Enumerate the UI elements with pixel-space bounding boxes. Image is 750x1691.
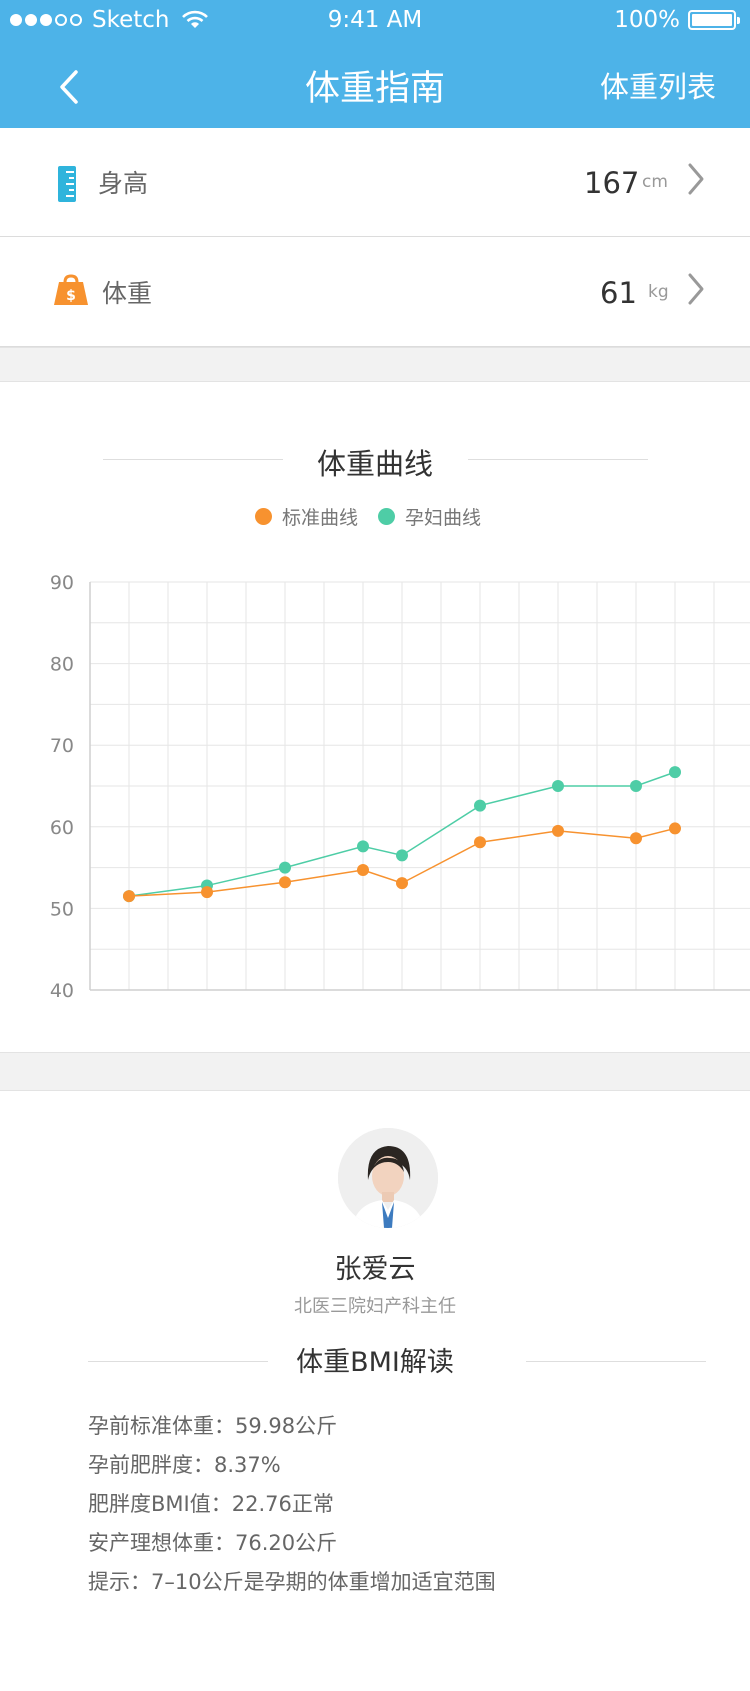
legend-dot-icon	[255, 508, 272, 525]
weight-value: 61	[600, 276, 637, 310]
ruler-icon	[58, 166, 76, 202]
legend-item-pregnant: 孕妇曲线	[378, 503, 481, 530]
data-point	[552, 824, 564, 837]
wifi-icon	[181, 10, 208, 28]
data-point	[201, 886, 213, 899]
signal-icon	[10, 14, 82, 26]
status-bar: Sketch 9:41 AM 100%	[0, 0, 750, 40]
chevron-right-icon	[688, 273, 704, 305]
data-point	[357, 840, 369, 853]
data-point	[279, 861, 291, 874]
height-label: 身高	[98, 169, 149, 198]
data-point	[357, 864, 369, 877]
bmi-list: 孕前标准体重：59.98公斤 孕前肥胖度：8.37% 肥胖度BMI值：22.76…	[88, 1407, 496, 1602]
bmi-line: 提示：7–10公斤是孕期的体重增加适宜范围	[88, 1570, 496, 1594]
bmi-line: 孕前标准体重：59.98公斤	[88, 1414, 338, 1438]
weight-unit: kg	[648, 282, 669, 302]
data-point	[396, 877, 408, 890]
chart-title: 体重曲线	[316, 447, 433, 481]
y-tick-label: 60	[50, 817, 74, 839]
chevron-right-icon	[688, 163, 704, 195]
y-tick-label: 40	[50, 980, 74, 1000]
battery-percent: 100%	[614, 7, 680, 33]
section-divider	[0, 1052, 750, 1091]
status-right: 100%	[614, 7, 740, 33]
data-point	[552, 780, 564, 792]
legend-item-standard: 标准曲线	[255, 503, 358, 530]
battery-icon	[688, 10, 740, 30]
title-rule-left	[88, 1361, 268, 1362]
section-divider	[0, 347, 750, 382]
bmi-title: 体重BMI解读	[296, 1347, 454, 1378]
data-point	[630, 832, 642, 845]
status-time: 9:41 AM	[327, 7, 423, 33]
chevron-left-icon	[60, 70, 78, 104]
svg-text:$: $	[66, 288, 76, 304]
title-rule-right	[526, 1361, 706, 1362]
doctor-avatar[interactable]	[338, 1128, 438, 1228]
legend-label-standard: 标准曲线	[282, 507, 359, 529]
legend-dot-icon	[378, 508, 396, 525]
y-tick-label: 80	[50, 654, 74, 676]
data-point	[669, 822, 681, 835]
height-row[interactable]: 身高 167 cm	[0, 128, 750, 237]
title-rule-right	[468, 459, 648, 460]
doctor-title: 北医三院妇产科主任	[294, 1296, 456, 1317]
weight-chart: 90 80 70 60 50 40	[50, 572, 750, 1000]
y-tick-label: 90	[50, 572, 74, 594]
bmi-line: 肥胖度BMI值：22.76正常	[88, 1492, 334, 1516]
title-rule-left	[103, 459, 283, 460]
doctor-name: 张爱云	[334, 1254, 416, 1285]
page-title: 体重指南	[304, 69, 445, 109]
data-point	[396, 849, 408, 862]
height-unit: cm	[642, 172, 668, 192]
doctor-portrait-icon	[338, 1128, 438, 1228]
bmi-line: 孕前肥胖度：8.37%	[88, 1453, 281, 1477]
height-value: 167	[584, 166, 640, 200]
data-point	[279, 876, 291, 889]
weight-list-button[interactable]: 体重列表	[599, 70, 716, 104]
carrier-label: Sketch	[92, 7, 170, 33]
legend-label-pregnant: 孕妇曲线	[405, 507, 482, 529]
bmi-line: 安产理想体重：76.20公斤	[88, 1531, 338, 1555]
data-point	[669, 766, 681, 779]
weight-icon: $	[54, 274, 88, 305]
data-point	[474, 836, 486, 849]
weight-label: 体重	[102, 279, 153, 308]
chart-legend: 标准曲线 孕妇曲线	[255, 503, 501, 530]
y-tick-label: 50	[50, 898, 74, 920]
data-point	[630, 780, 642, 792]
data-point	[474, 799, 486, 812]
status-left: Sketch	[10, 7, 208, 33]
app-header: Sketch 9:41 AM 100% 体重指南 体重列表	[0, 0, 750, 128]
y-tick-label: 70	[50, 735, 74, 757]
back-button[interactable]	[50, 62, 90, 112]
data-point	[123, 890, 135, 903]
weight-row[interactable]: $ 体重 61 kg	[0, 238, 750, 347]
